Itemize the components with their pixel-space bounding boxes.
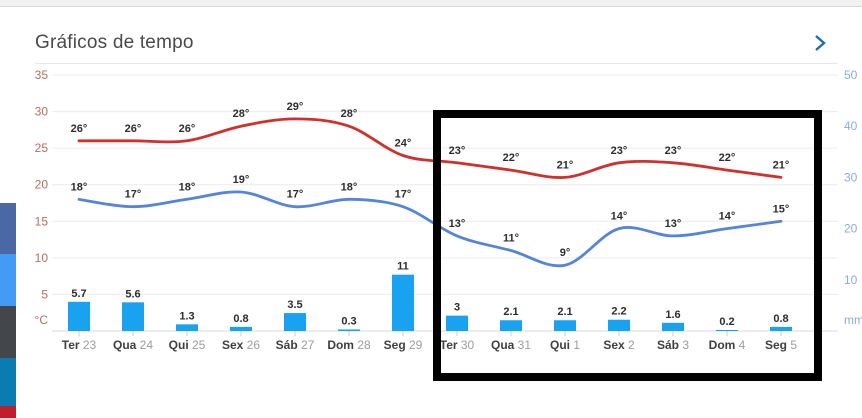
precip-bar — [392, 274, 414, 331]
bar-value-label: 11 — [397, 261, 409, 273]
temperatura-minima-value-label: 17° — [287, 189, 304, 201]
precip-bar — [176, 324, 198, 331]
day-label: Ter 23 — [62, 338, 97, 352]
left-axis-tick: 15 — [35, 214, 49, 228]
precip-bar — [230, 326, 252, 331]
more-button[interactable] — [808, 31, 832, 55]
left-axis-tick: 25 — [35, 141, 49, 155]
day-label: Ter 30 — [440, 338, 475, 352]
page-title: Gráficos de tempo — [35, 32, 194, 53]
temperatura-minima-value-label: 17° — [125, 189, 142, 201]
day-label: Qui 1 — [550, 338, 580, 352]
day-label: Qua 24 — [113, 338, 153, 352]
title-divider — [35, 63, 838, 64]
temperatura-maxima-value-label: 21° — [557, 159, 574, 171]
temperatura-maxima-value-label: 26° — [125, 123, 142, 135]
bar-value-label: 0.8 — [233, 313, 248, 325]
temperatura-maxima-value-label: 26° — [179, 123, 196, 135]
day-label: Sex 2 — [603, 338, 635, 352]
left-axis-tick: 20 — [35, 178, 49, 192]
temperatura-maxima-value-label: 28° — [341, 108, 358, 120]
temperatura-maxima-value-label: 28° — [233, 108, 250, 120]
highlight-box — [433, 110, 822, 381]
day-label: Sáb 3 — [657, 338, 689, 352]
bar-value-label: 5.7 — [71, 288, 86, 300]
right-axis-tick: 50 — [844, 68, 858, 82]
bar-value-label: 1.3 — [179, 310, 194, 322]
temperatura-maxima-value-label: 22° — [503, 152, 520, 164]
temperatura-minima-value-label: 18° — [179, 181, 196, 193]
top-bar — [0, 0, 862, 7]
left-axis-tick: 30 — [35, 105, 49, 119]
left-axis-unit: °C — [35, 313, 49, 327]
bar-value-label: 0.2 — [719, 316, 734, 328]
temperatura-minima-value-label: 18° — [341, 181, 358, 193]
bar-value-label: 0.8 — [773, 313, 788, 325]
right-axis-tick: 10 — [844, 273, 858, 287]
share-button-1[interactable] — [0, 203, 16, 254]
bar-value-label: 5.6 — [125, 288, 140, 300]
right-axis-unit: mm — [844, 313, 862, 327]
precip-bar — [284, 313, 306, 331]
precip-bar — [608, 319, 630, 331]
precip-bar — [446, 315, 468, 331]
temperatura-minima-value-label: 13° — [449, 218, 466, 230]
day-label: Seg 5 — [765, 338, 797, 352]
day-label: Dom 4 — [709, 338, 746, 352]
temperatura-minima-value-label: 14° — [611, 211, 628, 223]
precip-bar — [122, 302, 144, 331]
day-label: Seg 29 — [384, 338, 423, 352]
bar-value-label: 2.1 — [503, 306, 518, 318]
precip-bar — [338, 329, 360, 331]
temperatura-maxima-value-label: 21° — [773, 159, 790, 171]
temperatura-maxima-line — [77, 117, 783, 179]
temperatura-minima-value-label: 19° — [233, 174, 250, 186]
bar-value-label: 0.3 — [341, 315, 356, 327]
temperatura-minima-value-label: 17° — [395, 189, 412, 201]
bar-value-label: 3 — [454, 302, 460, 314]
left-axis-tick: 35 — [35, 68, 49, 82]
day-label: Qua 31 — [491, 338, 531, 352]
temperatura-minima-value-label: 9° — [560, 247, 571, 259]
bar-value-label: 1.6 — [665, 309, 680, 321]
precip-bar — [500, 320, 522, 331]
share-button-4[interactable] — [0, 358, 16, 406]
temperatura-minima-value-label: 18° — [71, 181, 88, 193]
temperatura-maxima-value-label: 23° — [665, 145, 682, 157]
temperatura-minima-value-label: 11° — [503, 233, 519, 245]
left-axis-tick: 10 — [35, 251, 49, 265]
precip-bar — [662, 322, 684, 331]
bar-value-label: 2.2 — [611, 306, 626, 318]
left-axis-tick: 5 — [41, 287, 48, 301]
share-button-3[interactable] — [0, 306, 16, 358]
temperatura-maxima-value-label: 23° — [611, 145, 628, 157]
precip-bar — [68, 301, 90, 331]
day-label: Dom 28 — [327, 338, 371, 352]
share-strip — [0, 203, 16, 418]
right-axis-tick: 30 — [844, 170, 858, 184]
bar-value-label: 2.1 — [557, 306, 572, 318]
temperatura-maxima-value-label: 24° — [395, 137, 412, 149]
chevron-right-icon — [815, 35, 826, 51]
day-label: Sex 26 — [222, 338, 260, 352]
day-label: Sáb 27 — [276, 338, 315, 352]
precip-bar — [716, 329, 738, 331]
share-button-5[interactable] — [0, 406, 16, 418]
temperatura-maxima-value-label: 29° — [287, 101, 304, 113]
temperatura-maxima-value-label: 23° — [449, 145, 466, 157]
temperatura-minima-value-label: 14° — [719, 211, 736, 223]
share-button-2[interactable] — [0, 254, 16, 306]
day-label: Qui 25 — [169, 338, 206, 352]
precip-bar — [770, 326, 792, 331]
temperatura-maxima-value-label: 22° — [719, 152, 736, 164]
temperatura-minima-value-label: 13° — [665, 218, 682, 230]
precip-bar — [554, 320, 576, 331]
right-axis-tick: 20 — [844, 222, 858, 236]
right-axis-tick: 40 — [844, 119, 858, 133]
temperatura-maxima-value-label: 26° — [71, 123, 88, 135]
temperatura-minima-value-label: 15° — [773, 203, 790, 215]
bar-value-label: 3.5 — [287, 299, 302, 311]
